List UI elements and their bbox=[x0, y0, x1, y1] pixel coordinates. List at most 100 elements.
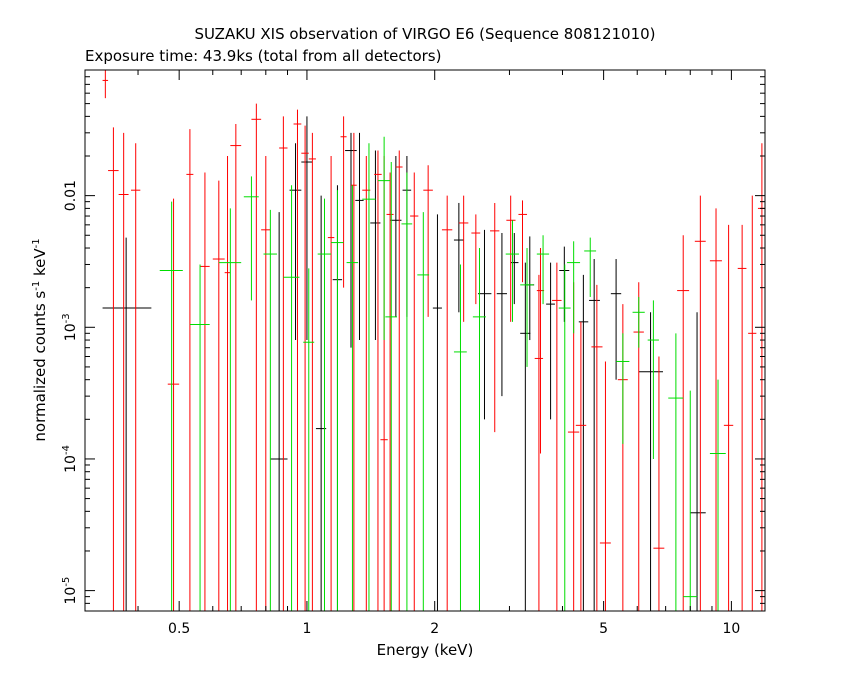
chart-subtitle: Exposure time: 43.9ks (total from all de… bbox=[85, 47, 441, 65]
y-tick-label-base: 10 bbox=[63, 455, 79, 473]
data-point bbox=[677, 235, 690, 611]
data-point bbox=[647, 300, 659, 459]
data-point bbox=[757, 143, 765, 611]
data-point bbox=[167, 198, 180, 611]
y-axis-label: normalized counts s-1 keV-1 bbox=[31, 238, 49, 441]
data-point bbox=[263, 209, 277, 611]
data-point bbox=[534, 274, 544, 611]
data-point bbox=[441, 195, 453, 611]
data-point bbox=[401, 172, 413, 611]
series-0 bbox=[102, 116, 706, 611]
y-tick-label: 10-5 bbox=[61, 577, 79, 605]
data-point bbox=[632, 296, 645, 348]
data-point bbox=[293, 109, 302, 611]
y-axis-label-sup1: -1 bbox=[31, 281, 42, 291]
data-point bbox=[723, 224, 734, 611]
data-point bbox=[118, 132, 129, 611]
x-tick-label: 2 bbox=[430, 621, 439, 637]
data-point bbox=[417, 212, 430, 611]
plot-frame bbox=[84, 69, 766, 612]
data-point bbox=[709, 208, 722, 611]
data-point bbox=[331, 190, 344, 611]
data-point bbox=[536, 235, 550, 305]
data-point bbox=[189, 264, 210, 611]
y-tick-label: 0.01 bbox=[63, 180, 79, 211]
data-point bbox=[694, 195, 706, 611]
data-point bbox=[159, 201, 183, 611]
x-tick-label: 5 bbox=[599, 621, 608, 637]
data-point bbox=[589, 259, 600, 611]
data-point bbox=[102, 70, 109, 99]
x-tick-label: 1 bbox=[302, 621, 311, 637]
data-point bbox=[575, 321, 587, 611]
data-point bbox=[520, 248, 534, 367]
data-point bbox=[243, 176, 259, 301]
data-point bbox=[578, 274, 589, 611]
data-point bbox=[423, 165, 433, 317]
data-point bbox=[453, 264, 467, 611]
data-point bbox=[345, 132, 357, 348]
data-point bbox=[301, 125, 309, 611]
data-point bbox=[230, 124, 242, 611]
data-point bbox=[279, 116, 288, 611]
y-tick-label-exponent: -3 bbox=[61, 313, 72, 323]
data-point bbox=[218, 208, 242, 611]
data-point bbox=[453, 202, 464, 313]
data-point bbox=[390, 156, 402, 317]
x-tick-label: 0.5 bbox=[168, 621, 190, 637]
series-2 bbox=[159, 136, 726, 611]
data-point bbox=[346, 185, 359, 611]
data-point bbox=[458, 195, 469, 322]
data-point bbox=[385, 162, 398, 611]
data-point bbox=[505, 220, 520, 322]
data-point bbox=[362, 143, 376, 611]
y-tick-label-exponent: -4 bbox=[61, 445, 72, 455]
data-point bbox=[224, 156, 231, 611]
data-point bbox=[591, 284, 603, 611]
data-point bbox=[377, 136, 391, 341]
data-point bbox=[506, 195, 516, 322]
data-point bbox=[355, 132, 364, 341]
data-point bbox=[317, 198, 332, 611]
data-point bbox=[212, 180, 225, 611]
data-point bbox=[518, 200, 528, 283]
data-point bbox=[432, 214, 442, 611]
data-point bbox=[510, 233, 519, 305]
data-point bbox=[303, 268, 315, 611]
data-point bbox=[471, 214, 481, 305]
data-point bbox=[552, 262, 562, 611]
data-point bbox=[374, 150, 382, 611]
data-point bbox=[350, 132, 357, 611]
data-point bbox=[709, 379, 726, 611]
x-tick-label: 10 bbox=[722, 621, 740, 637]
y-tick-label-base: 10 bbox=[63, 323, 79, 341]
data-point bbox=[200, 172, 210, 611]
data-point bbox=[490, 202, 500, 433]
data-point bbox=[370, 150, 381, 341]
data-point bbox=[308, 132, 316, 611]
data-point bbox=[584, 237, 597, 297]
data-point bbox=[520, 262, 531, 611]
series-1 bbox=[102, 70, 765, 611]
data-point bbox=[496, 233, 507, 397]
data-point bbox=[599, 361, 611, 611]
chart-title: SUZAKU XIS observation of VIRGO E6 (Sequ… bbox=[194, 25, 655, 43]
x-axis-label: Energy (keV) bbox=[377, 641, 474, 659]
y-axis-label-mid: keV bbox=[31, 248, 49, 281]
y-tick-label-base: 10 bbox=[63, 587, 79, 605]
data-layer bbox=[102, 70, 765, 611]
data-point bbox=[327, 156, 335, 611]
data-point bbox=[546, 262, 555, 420]
data-point bbox=[616, 333, 630, 444]
data-point bbox=[130, 143, 141, 611]
data-point bbox=[559, 246, 570, 322]
data-point bbox=[737, 224, 747, 611]
y-tick-label-exponent: -5 bbox=[61, 577, 72, 587]
data-point bbox=[261, 156, 271, 611]
y-axis-label-main: normalized counts s bbox=[31, 291, 49, 442]
data-point bbox=[410, 172, 419, 611]
y-tick-label-base: 0.01 bbox=[63, 180, 79, 211]
data-point bbox=[186, 129, 194, 611]
